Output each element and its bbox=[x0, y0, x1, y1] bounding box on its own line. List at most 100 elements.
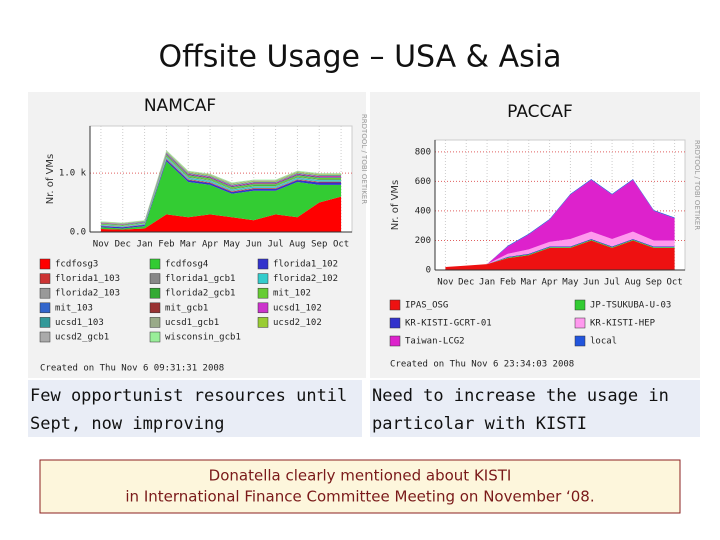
x-tick-label: Sep bbox=[646, 278, 662, 288]
legend-swatch bbox=[39, 287, 51, 299]
x-tick-label: Jun bbox=[246, 240, 262, 250]
x-tick-label: Apr bbox=[541, 278, 558, 288]
area bbox=[445, 179, 675, 268]
area bbox=[100, 154, 342, 226]
y-axis-label: Nr. of VMs bbox=[390, 180, 401, 231]
watermark: RRDTOOL / TOBI OETIKER bbox=[693, 140, 701, 230]
y-axis-label: Nr. of VMs bbox=[45, 154, 56, 205]
legend-label: mit_102 bbox=[273, 289, 311, 299]
legend-label: fcdfosg4 bbox=[165, 260, 208, 270]
x-tick-label: Jun bbox=[583, 278, 599, 288]
note-text: Donatella clearly mentioned about KISTI bbox=[209, 467, 512, 485]
legend-swatch bbox=[149, 302, 161, 314]
x-tick-label: Jan bbox=[479, 278, 495, 288]
legend-swatch bbox=[574, 335, 586, 347]
x-tick-label: Oct bbox=[333, 240, 349, 250]
legend-swatch bbox=[39, 258, 51, 270]
area bbox=[100, 161, 342, 230]
legend-label: ucsd1_103 bbox=[55, 318, 104, 328]
legend-label: ucsd2_gcb1 bbox=[55, 333, 109, 343]
x-tick-label: Nov bbox=[93, 240, 109, 250]
legend-label: florida1_gcb1 bbox=[165, 274, 235, 284]
legend-swatch bbox=[257, 317, 269, 328]
legend-label: Taiwan-LCG2 bbox=[405, 337, 465, 347]
legend-swatch bbox=[39, 273, 51, 284]
y-tick-label: 600 bbox=[415, 177, 431, 187]
x-tick-label: Jul bbox=[267, 240, 283, 250]
note-box bbox=[39, 459, 681, 514]
legend-swatch bbox=[389, 335, 401, 347]
caption: Sept, now improving bbox=[30, 414, 224, 434]
x-tick-label: Dec bbox=[115, 240, 131, 250]
legend-swatch bbox=[149, 258, 161, 270]
x-tick-label: Feb bbox=[158, 240, 174, 250]
legend-swatch bbox=[39, 302, 51, 314]
legend-swatch bbox=[257, 273, 269, 284]
x-tick-label: Feb bbox=[500, 278, 516, 288]
legend-swatch bbox=[389, 299, 401, 311]
x-tick-label: Jan bbox=[136, 240, 152, 250]
x-tick-label: Mar bbox=[521, 278, 538, 288]
legend-swatch bbox=[257, 258, 269, 270]
y-tick-label: 800 bbox=[415, 147, 431, 157]
legend-label: florida2_gcb1 bbox=[165, 289, 235, 299]
legend-swatch bbox=[257, 302, 269, 314]
x-tick-label: Jul bbox=[604, 278, 620, 288]
legend-label: JP-TSUKUBA-U-03 bbox=[590, 301, 671, 311]
chart-title: PACCAF bbox=[507, 102, 573, 122]
caption: Need to increase the usage in bbox=[372, 386, 669, 406]
caption: Few opportunist resources until bbox=[30, 386, 347, 406]
caption: particolar with KISTI bbox=[372, 414, 587, 434]
legend-swatch bbox=[257, 287, 269, 299]
note-text: in International Finance Committee Meeti… bbox=[125, 488, 594, 506]
legend-swatch bbox=[149, 317, 161, 328]
legend-swatch bbox=[149, 287, 161, 299]
legend-label: KR-KISTI-HEP bbox=[590, 319, 656, 329]
x-tick-label: Sep bbox=[311, 240, 327, 250]
legend-label: ucsd1_102 bbox=[273, 303, 322, 313]
legend-label: IPAS_OSG bbox=[405, 301, 448, 311]
legend-label: florida1_103 bbox=[55, 274, 120, 284]
legend-label: wisconsin_gcb1 bbox=[165, 333, 241, 343]
x-tick-label: Aug bbox=[625, 278, 641, 288]
legend-swatch bbox=[149, 273, 161, 284]
area bbox=[445, 231, 675, 268]
legend-swatch bbox=[39, 317, 51, 328]
legend-label: fcdfosg3 bbox=[55, 260, 98, 270]
legend-swatch bbox=[39, 331, 51, 343]
legend-swatch bbox=[574, 317, 586, 329]
chart-title: NAMCAF bbox=[144, 96, 216, 116]
legend-label: ucsd2_102 bbox=[273, 318, 322, 328]
left-caption-box bbox=[28, 380, 362, 437]
legend-label: local bbox=[590, 337, 617, 347]
y-tick-label: 200 bbox=[415, 236, 431, 246]
legend-swatch bbox=[389, 317, 401, 329]
watermark: RRDTOOL / TOBI OETIKER bbox=[360, 114, 368, 204]
legend-swatch bbox=[149, 331, 161, 343]
x-tick-label: Mar bbox=[180, 240, 197, 250]
legend-label: florida1_102 bbox=[273, 260, 338, 270]
x-tick-label: Aug bbox=[289, 240, 305, 250]
created-note: Created on Thu Nov 6 23:34:03 2008 bbox=[390, 360, 574, 370]
legend-label: mit_gcb1 bbox=[165, 303, 208, 313]
x-tick-label: Oct bbox=[666, 278, 682, 288]
x-tick-label: May bbox=[562, 278, 579, 288]
y-tick-label: 0 bbox=[426, 266, 431, 276]
area bbox=[445, 240, 675, 270]
legend-label: mit_103 bbox=[55, 303, 93, 313]
legend-label: KR-KISTI-GCRT-01 bbox=[405, 319, 492, 329]
legend-swatch bbox=[574, 299, 586, 311]
legend-label: ucsd1_gcb1 bbox=[165, 318, 219, 328]
x-tick-label: Nov bbox=[437, 278, 453, 288]
x-tick-label: Apr bbox=[202, 240, 219, 250]
legend-label: florida2_103 bbox=[55, 289, 120, 299]
area bbox=[100, 157, 342, 227]
x-tick-label: May bbox=[224, 240, 241, 250]
y-tick-label: 400 bbox=[415, 206, 431, 216]
area bbox=[100, 159, 342, 229]
slide-title: Offsite Usage – USA & Asia bbox=[159, 40, 562, 75]
x-tick-label: Dec bbox=[458, 278, 474, 288]
created-note: Created on Thu Nov 6 09:31:31 2008 bbox=[40, 364, 224, 374]
legend-label: florida2_102 bbox=[273, 274, 338, 284]
